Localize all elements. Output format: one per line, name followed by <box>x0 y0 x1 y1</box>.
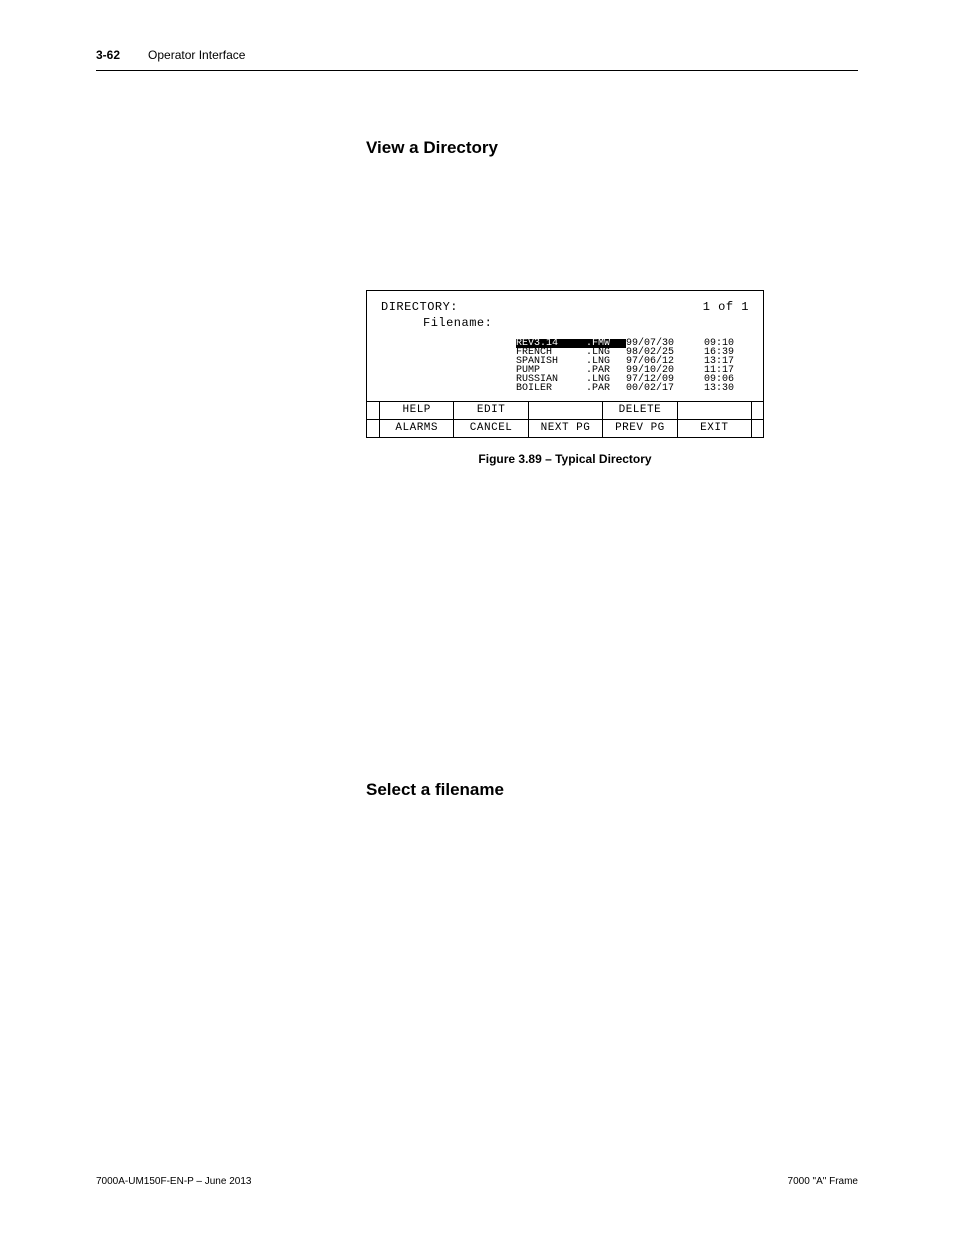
lcd-title: DIRECTORY: <box>381 301 458 313</box>
prev-pg-button[interactable]: PREV PG <box>602 420 676 437</box>
file-row[interactable]: REV3.14 .FMW 99/07/30 09:10 <box>381 339 749 348</box>
pad <box>367 402 379 419</box>
file-time: 13:30 <box>704 384 749 393</box>
cancel-button[interactable]: CANCEL <box>453 420 527 437</box>
file-row[interactable]: PUMP .PAR 99/10/20 11:17 <box>381 366 749 375</box>
file-row[interactable]: SPANISH .LNG 97/06/12 13:17 <box>381 357 749 366</box>
blank-button <box>528 402 602 419</box>
delete-button[interactable]: DELETE <box>602 402 676 419</box>
softkey-row-1: HELP EDIT DELETE <box>367 401 763 419</box>
softkey-row-2: ALARMS CANCEL NEXT PG PREV PG EXIT <box>367 419 763 437</box>
pad <box>367 420 379 437</box>
help-button[interactable]: HELP <box>379 402 453 419</box>
figure-directory: DIRECTORY: 1 of 1 Filename: REV3.14 .FMW… <box>366 290 764 466</box>
file-ext: .PAR <box>586 384 626 393</box>
file-list: REV3.14 .FMW 99/07/30 09:10 FRENCH .LNG … <box>367 335 763 401</box>
heading-select-filename: Select a filename <box>366 780 504 800</box>
edit-button[interactable]: EDIT <box>453 402 527 419</box>
lcd-page-indicator: 1 of 1 <box>703 301 749 313</box>
file-row[interactable]: FRENCH .LNG 98/02/25 16:39 <box>381 348 749 357</box>
page: 3-62 Operator Interface View a Directory… <box>0 0 954 1235</box>
file-row[interactable]: RUSSIAN .LNG 97/12/09 09:06 <box>381 375 749 384</box>
heading-view-directory: View a Directory <box>366 138 498 158</box>
file-name: BOILER <box>516 384 586 393</box>
next-pg-button[interactable]: NEXT PG <box>528 420 602 437</box>
pad <box>751 402 763 419</box>
figure-caption: Figure 3.89 – Typical Directory <box>366 452 764 466</box>
header-page-number: 3-62 <box>96 48 120 62</box>
alarms-button[interactable]: ALARMS <box>379 420 453 437</box>
lcd-panel: DIRECTORY: 1 of 1 Filename: REV3.14 .FMW… <box>366 290 764 438</box>
blank-button <box>677 402 751 419</box>
exit-button[interactable]: EXIT <box>677 420 751 437</box>
running-header: 3-62 Operator Interface <box>96 48 858 62</box>
file-date: 00/02/17 <box>626 384 704 393</box>
lcd-header: DIRECTORY: 1 of 1 Filename: <box>367 291 763 335</box>
footer-doc-id: 7000A-UM150F-EN-P – June 2013 <box>96 1176 251 1187</box>
pad <box>751 420 763 437</box>
header-section-title: Operator Interface <box>148 48 245 62</box>
file-row[interactable]: BOILER .PAR 00/02/17 13:30 <box>381 384 749 393</box>
lcd-filename-label: Filename: <box>381 317 749 329</box>
footer-frame: 7000 "A" Frame <box>788 1176 858 1187</box>
lcd-title-row: DIRECTORY: 1 of 1 <box>381 301 749 313</box>
header-rule <box>96 70 858 71</box>
